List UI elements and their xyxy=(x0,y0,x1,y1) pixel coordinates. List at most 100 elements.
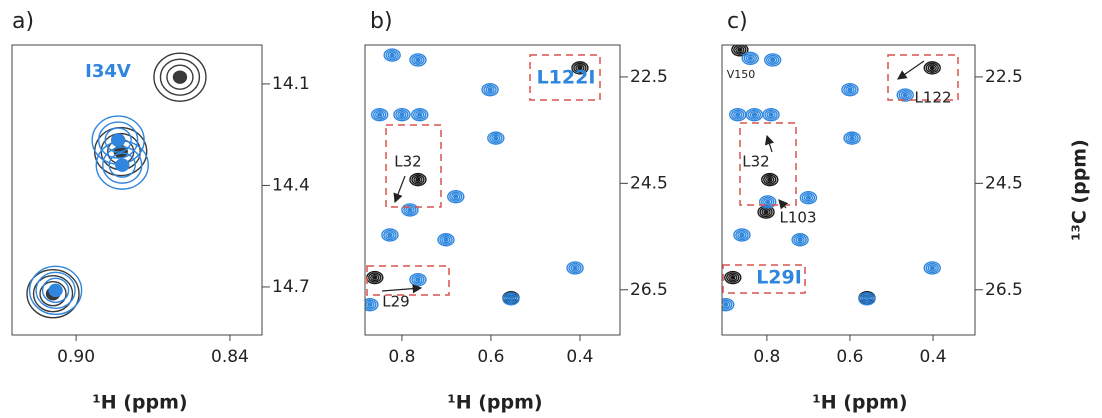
contour-ring xyxy=(411,54,425,66)
peak xyxy=(28,265,83,316)
peak xyxy=(741,51,759,66)
x-tick-label: 0.8 xyxy=(388,347,415,367)
peak xyxy=(761,172,779,187)
y-tick-label: 24.5 xyxy=(630,173,668,193)
contour-ring xyxy=(927,264,937,272)
contour-ring xyxy=(489,132,503,144)
peak xyxy=(923,261,941,275)
peak xyxy=(381,228,399,242)
contour-ring xyxy=(441,236,451,244)
panel-label: c) xyxy=(727,9,748,34)
peak xyxy=(731,45,749,57)
peak xyxy=(841,82,859,97)
annotation: L29I xyxy=(756,267,802,289)
annotation: V150 xyxy=(727,68,756,81)
peak xyxy=(502,292,520,306)
contour-ring xyxy=(902,92,908,98)
contour-ring xyxy=(751,112,758,117)
contour-ring xyxy=(747,56,753,61)
contour-ring xyxy=(385,49,399,61)
contour-ring xyxy=(735,46,745,54)
contour-ring xyxy=(845,85,855,94)
contour-ring xyxy=(376,112,383,117)
contour-ring xyxy=(41,277,70,304)
contour-ring xyxy=(735,112,741,117)
peak xyxy=(437,233,455,247)
contour-ring xyxy=(491,134,501,142)
peak xyxy=(571,61,589,75)
contour-ring xyxy=(166,64,194,90)
annotation: L103 xyxy=(780,209,817,227)
contour-ring xyxy=(102,146,143,184)
contour-ring xyxy=(387,51,397,59)
highlight-box xyxy=(529,54,601,101)
y-tick-label: 22.5 xyxy=(630,67,668,87)
peak xyxy=(365,297,379,312)
x-tick-label: 0.4 xyxy=(920,347,947,367)
annotation: L122 xyxy=(915,89,952,107)
contour-ring xyxy=(415,177,421,182)
peak xyxy=(409,53,427,67)
contour-ring xyxy=(372,109,387,120)
contour-ring xyxy=(765,54,780,66)
x-axis-label: ¹H (ppm) xyxy=(92,392,187,414)
peak xyxy=(858,292,876,306)
contour-ring xyxy=(577,65,583,71)
contour-ring xyxy=(739,232,745,238)
y-tick-label: 22.5 xyxy=(985,67,1023,87)
contour-ring xyxy=(104,127,132,153)
plot-frame xyxy=(364,44,621,336)
contour-ring xyxy=(39,281,67,307)
contour-ring xyxy=(760,196,775,208)
plot-frame xyxy=(11,44,263,336)
contour-ring xyxy=(929,65,935,71)
contour-ring xyxy=(397,111,407,119)
contour-ring xyxy=(745,54,755,63)
contour-ring xyxy=(797,237,803,242)
peak xyxy=(758,195,777,209)
peak xyxy=(843,131,861,145)
contour-ring xyxy=(929,265,935,271)
peak xyxy=(411,108,429,122)
peak xyxy=(383,48,401,62)
contour-ring xyxy=(451,192,461,201)
contour-ring xyxy=(443,237,449,242)
contour-ring xyxy=(115,158,130,172)
peak xyxy=(896,88,914,102)
contour-ring xyxy=(413,56,423,64)
contour-ring xyxy=(731,109,745,120)
panel-label: b) xyxy=(370,9,393,34)
contour-ring xyxy=(767,177,773,182)
contour-ring xyxy=(805,195,812,200)
contour-ring xyxy=(383,229,397,241)
peak xyxy=(763,53,782,67)
contour-ring xyxy=(439,234,453,245)
contour-ring xyxy=(417,112,423,117)
contour-ring xyxy=(749,111,760,119)
contour-ring xyxy=(487,87,493,92)
annotation: L32 xyxy=(742,153,769,171)
contour-ring xyxy=(733,111,743,119)
contour-ring xyxy=(765,175,775,184)
contour-ring xyxy=(35,271,76,310)
contour-ring xyxy=(764,109,778,120)
peaks xyxy=(26,52,207,319)
contour-ring xyxy=(389,52,395,58)
annotation: I34V xyxy=(85,61,131,82)
contour-ring xyxy=(413,275,423,284)
contour-ring xyxy=(508,296,514,302)
contour-ring xyxy=(735,229,749,241)
highlight-box xyxy=(385,124,442,208)
peak xyxy=(487,131,505,145)
x-axis-label: ¹H (ppm) xyxy=(812,392,907,414)
contour-ring xyxy=(862,295,872,303)
contour-ring xyxy=(415,57,421,63)
contour-ring xyxy=(864,296,870,302)
peak xyxy=(401,203,419,217)
peak xyxy=(153,52,207,102)
contour-ring xyxy=(722,299,733,310)
contour-ring xyxy=(737,47,743,52)
x-tick-label: 0.6 xyxy=(836,347,863,367)
y-tick-label: 14.7 xyxy=(272,277,310,297)
plot-frame xyxy=(721,44,976,336)
